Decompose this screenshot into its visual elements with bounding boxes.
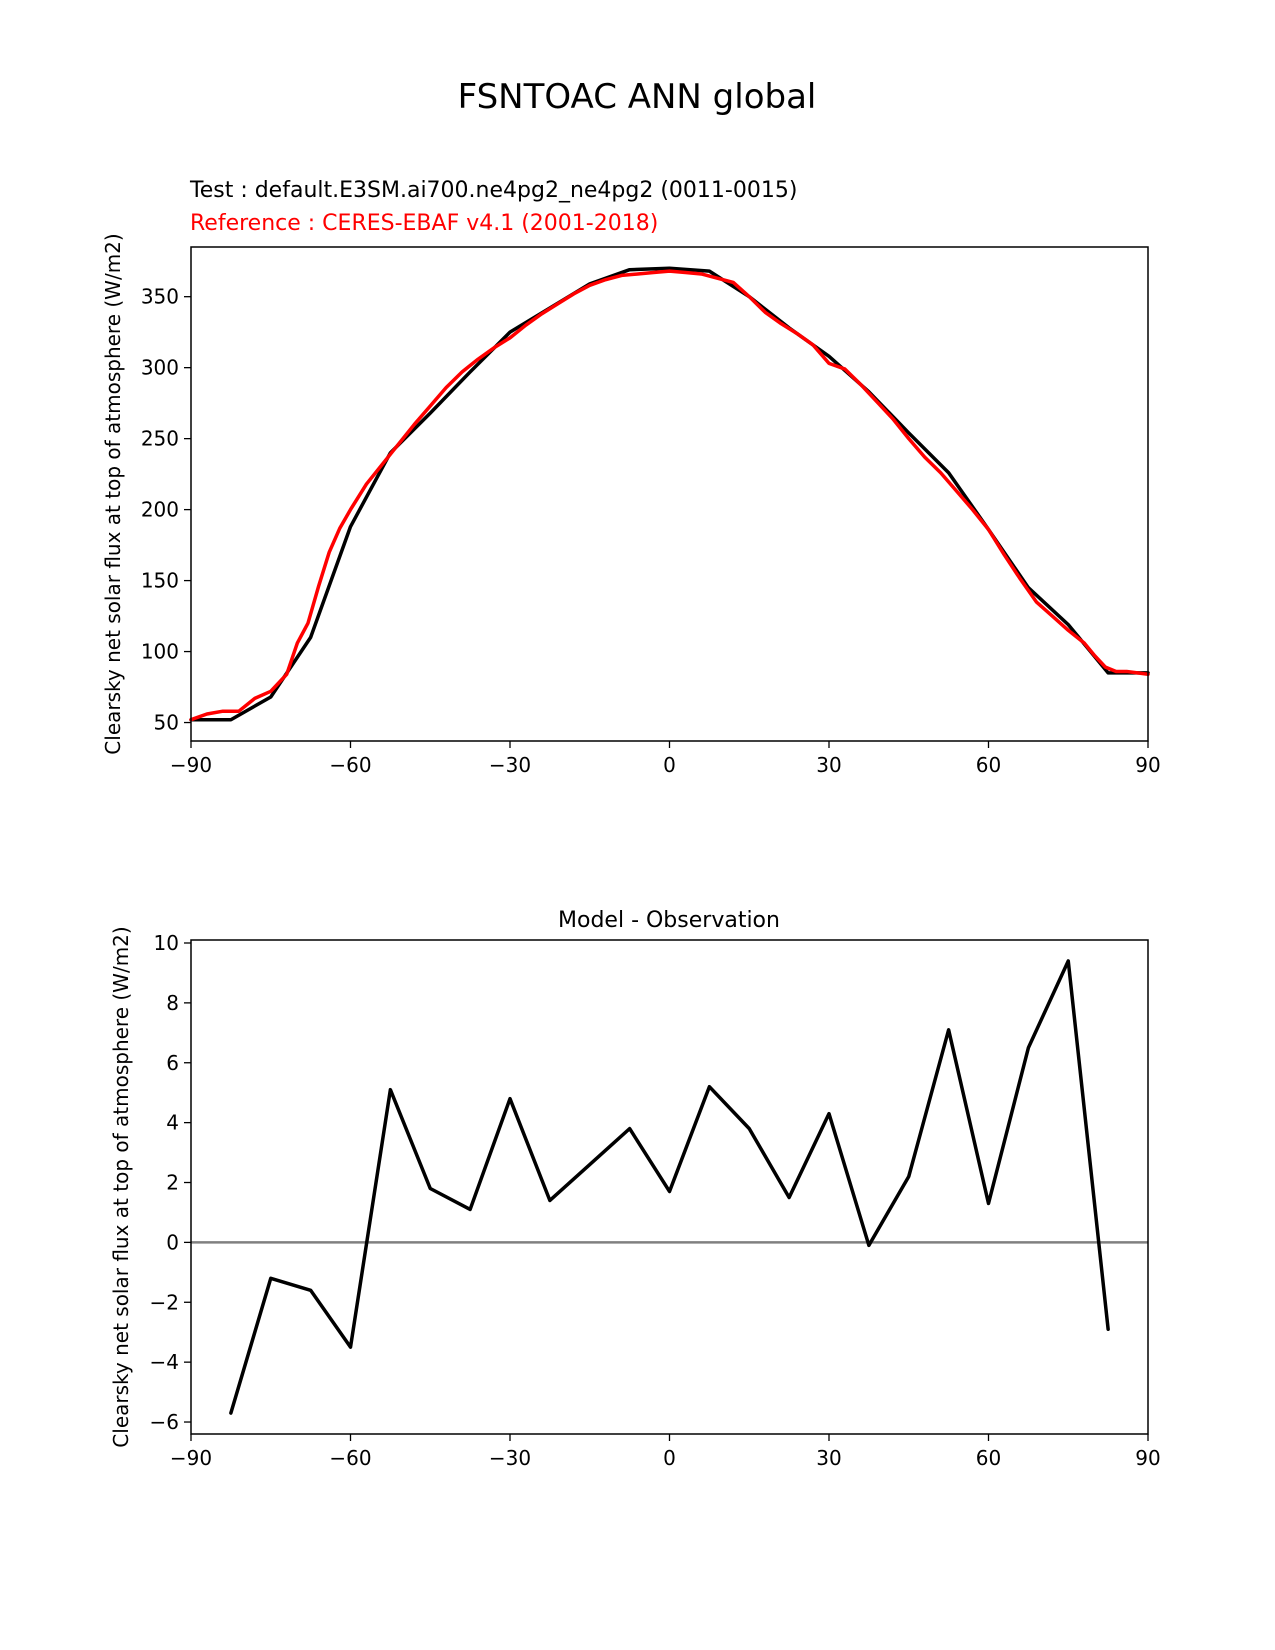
bottom-y-tick-label: 4 bbox=[166, 1111, 179, 1135]
bottom-y-tick-label: 10 bbox=[154, 931, 179, 955]
bottom-ticks-group: −90 −60 −30 0 30 60 90 −6 −4 −2 0 2 4 6 8 10 bbox=[150, 931, 1161, 1470]
top-plot-frame bbox=[190, 246, 1149, 742]
bottom-series-group bbox=[191, 959, 1148, 1415]
bottom-y-tick-label: 6 bbox=[166, 1051, 179, 1075]
difference-title: Model - Observation bbox=[558, 908, 780, 933]
bottom-y-tick-label: 0 bbox=[166, 1230, 179, 1254]
top-ticks-group: −90 −60 −30 0 30 60 90 50 100 150 200 250 300 350 bbox=[141, 285, 1161, 777]
top-x-tick-label: −60 bbox=[329, 753, 371, 777]
top-y-tick-label: 100 bbox=[141, 640, 179, 664]
bottom-y-tick-label: −6 bbox=[150, 1410, 179, 1434]
bottom-y-tick-label: 2 bbox=[166, 1171, 179, 1195]
top-x-tick-label: 60 bbox=[976, 753, 1001, 777]
bottom-y-tick-label: 8 bbox=[166, 991, 179, 1015]
top-x-tick-label: 90 bbox=[1135, 753, 1160, 777]
bottom-x-tick-label: −90 bbox=[170, 1446, 212, 1470]
top-y-tick-label: 250 bbox=[141, 427, 179, 451]
bottom-x-tick-label: 0 bbox=[663, 1446, 676, 1470]
top-y-tick-label: 300 bbox=[141, 356, 179, 380]
reference-label: Reference : CERES-EBAF v4.1 (2001-2018) bbox=[190, 211, 658, 236]
top-x-tick-label: 30 bbox=[816, 753, 841, 777]
top-y-axis-label: Clearsky net solar flux at top of atmosp… bbox=[101, 233, 125, 754]
test-label: Test : default.E3SM.ai700.ne4pg2_ne4pg2 … bbox=[189, 178, 797, 203]
top-x-tick-label: −30 bbox=[489, 753, 531, 777]
bottom-y-tick-label: −4 bbox=[150, 1350, 179, 1374]
top-chart-panel: Test : default.E3SM.ai700.ne4pg2_ne4pg2 … bbox=[101, 178, 1161, 777]
top-y-tick-label: 350 bbox=[141, 285, 179, 309]
bottom-y-axis-label: Clearsky net solar flux at top of atmosp… bbox=[109, 926, 133, 1447]
top-y-tick-label: 50 bbox=[154, 711, 179, 735]
bottom-x-tick-label: 90 bbox=[1135, 1446, 1160, 1470]
figure-title: FSNTOAC ANN global bbox=[458, 77, 817, 117]
top-y-tick-label: 200 bbox=[141, 498, 179, 522]
top-x-tick-label: −90 bbox=[170, 753, 212, 777]
top-y-tick-label: 150 bbox=[141, 569, 179, 593]
bottom-difference-line bbox=[229, 959, 1110, 1415]
bottom-x-tick-label: 30 bbox=[816, 1446, 841, 1470]
top-reference-line bbox=[189, 269, 1150, 722]
bottom-plot-frame bbox=[190, 939, 1149, 1435]
bottom-y-tick-label: −2 bbox=[150, 1290, 179, 1314]
top-x-tick-label: 0 bbox=[663, 753, 676, 777]
bottom-x-tick-label: −30 bbox=[489, 1446, 531, 1470]
bottom-x-tick-label: 60 bbox=[976, 1446, 1001, 1470]
bottom-chart-panel: Model - Observation −90 −60 −30 0 30 60 90−6−4… bbox=[109, 908, 1161, 1470]
bottom-x-tick-label: −60 bbox=[329, 1446, 371, 1470]
top-series-group bbox=[189, 266, 1150, 722]
